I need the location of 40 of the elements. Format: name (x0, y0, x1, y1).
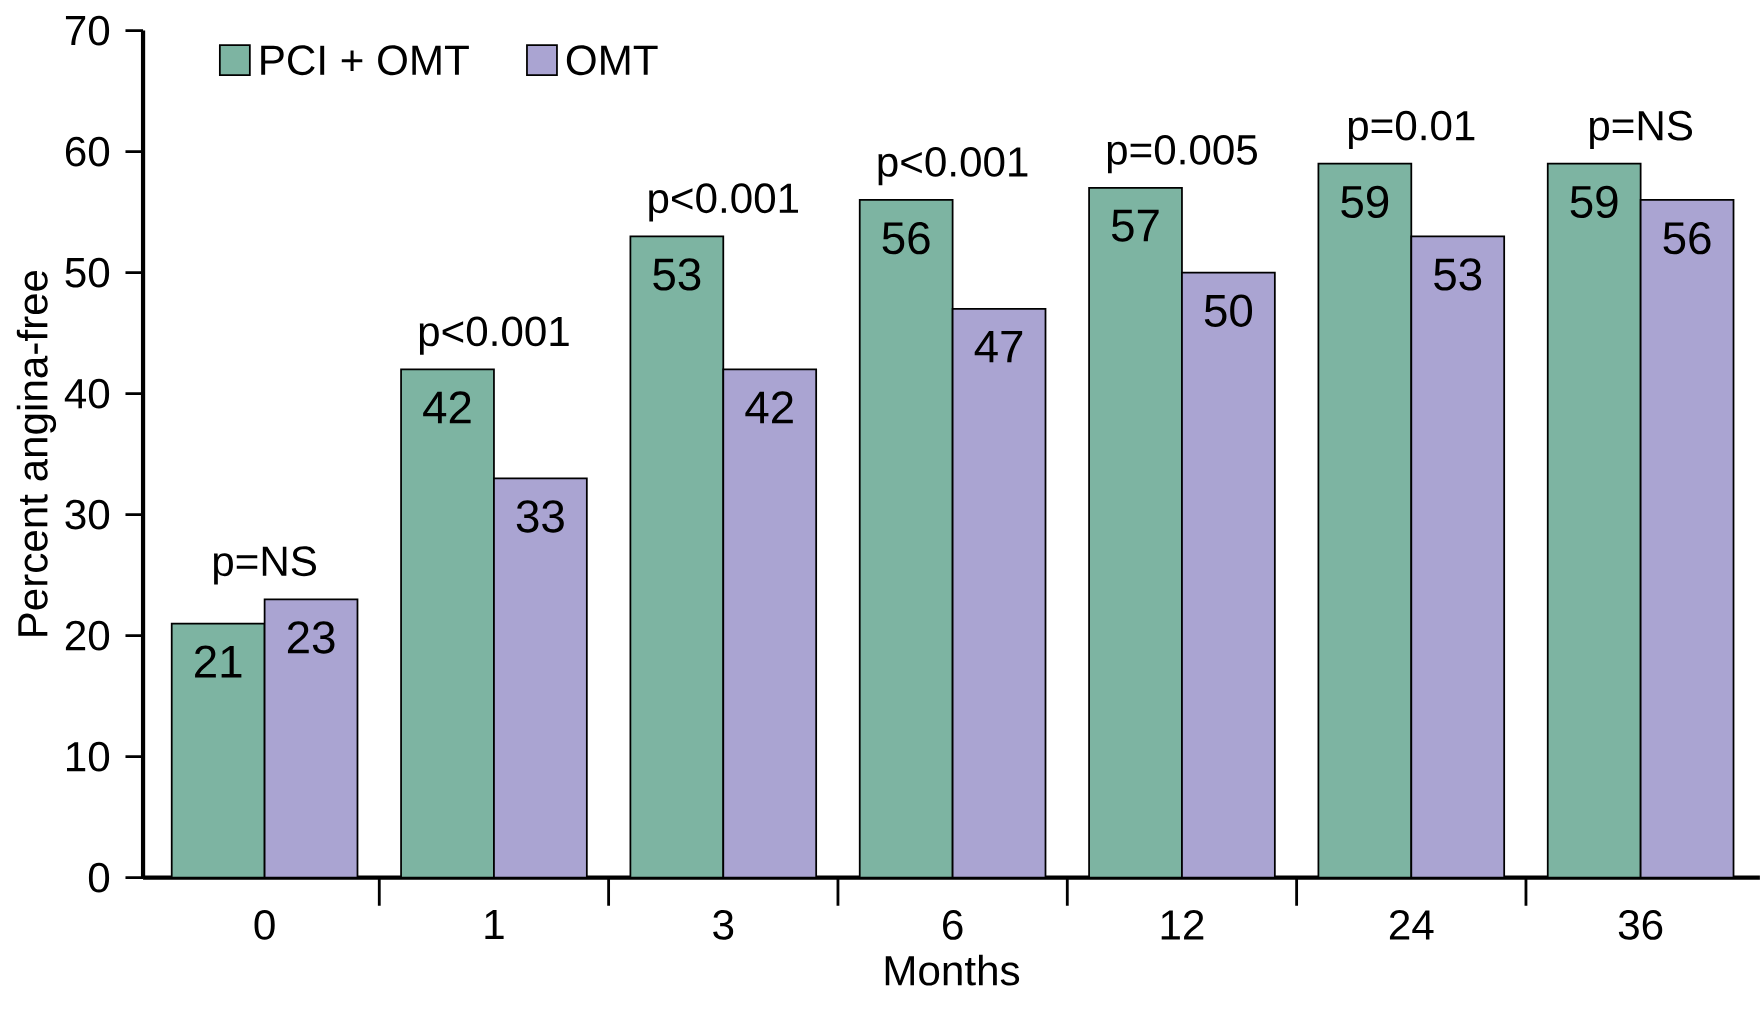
y-tick-label: 70 (65, 15, 110, 46)
data-label: 50 (1204, 294, 1253, 328)
y-tick-label: 50 (65, 257, 110, 288)
x-tick-label: 24 (1389, 910, 1434, 940)
x-axis-title: Months (885, 954, 1020, 986)
data-label: 53 (653, 258, 701, 291)
data-label: 42 (745, 391, 793, 424)
annotation: p<0.001 (419, 316, 569, 355)
x-tick-label: 0 (254, 910, 275, 940)
data-label: 33 (516, 500, 564, 533)
y-tick-label: 20 (65, 620, 110, 651)
data-label: 47 (974, 330, 1023, 363)
y-tick-label: 60 (65, 136, 110, 167)
data-label: 42 (423, 391, 471, 424)
data-label: 56 (1663, 222, 1711, 255)
data-label: 57 (1111, 209, 1159, 242)
annotation: p=0.01 (1348, 110, 1475, 150)
x-tick-label: 12 (1161, 910, 1204, 940)
data-label: 23 (287, 621, 335, 654)
x-tick-label: 36 (1618, 910, 1663, 940)
annotation: p<0.001 (878, 147, 1028, 186)
annotation: p=0.005 (1107, 135, 1257, 174)
annotation: p=NS (213, 546, 316, 585)
y-tick-label: 10 (67, 741, 110, 772)
y-tick-label: 40 (64, 378, 110, 409)
data-label: 21 (195, 645, 242, 678)
data-label: 59 (1570, 185, 1618, 219)
data-label: 53 (1434, 258, 1482, 291)
x-tick-label: 6 (943, 910, 963, 940)
annotation: p=NS (1590, 110, 1693, 150)
y-tick-label: 30 (65, 499, 110, 530)
legend-label: OMT (566, 45, 658, 76)
y-tick-label: 0 (88, 862, 110, 893)
y-axis-title: Percent angina-free (16, 270, 57, 636)
data-label: 56 (882, 222, 930, 255)
legend-label: PCI + OMT (261, 45, 469, 76)
data-label: 59 (1341, 185, 1389, 219)
x-tick-label: 3 (713, 910, 734, 940)
annotation: p<0.001 (649, 183, 799, 222)
x-tick-label: 1 (485, 910, 504, 940)
